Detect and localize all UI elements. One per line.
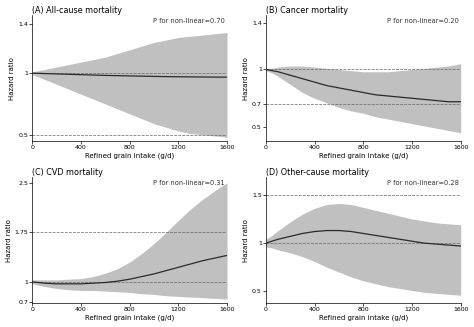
Y-axis label: Hazard ratio: Hazard ratio	[243, 57, 249, 99]
X-axis label: Refined grain intake (g/d): Refined grain intake (g/d)	[319, 153, 408, 159]
Text: (D) Other-cause mortality: (D) Other-cause mortality	[266, 168, 369, 177]
Text: (B) Cancer mortality: (B) Cancer mortality	[266, 6, 348, 15]
Text: P for non-linear=0.70: P for non-linear=0.70	[153, 18, 225, 24]
X-axis label: Refined grain intake (g/d): Refined grain intake (g/d)	[85, 153, 174, 159]
X-axis label: Refined grain intake (g/d): Refined grain intake (g/d)	[319, 315, 408, 321]
Y-axis label: Hazard ratio: Hazard ratio	[243, 219, 249, 262]
Text: (C) CVD mortality: (C) CVD mortality	[32, 168, 103, 177]
Text: P for non-linear=0.20: P for non-linear=0.20	[387, 18, 459, 24]
Text: (A) All-cause mortality: (A) All-cause mortality	[32, 6, 122, 15]
Y-axis label: Hazard ratio: Hazard ratio	[9, 57, 16, 99]
X-axis label: Refined grain intake (g/d): Refined grain intake (g/d)	[85, 315, 174, 321]
Text: P for non-linear=0.28: P for non-linear=0.28	[387, 180, 459, 186]
Y-axis label: Hazard ratio: Hazard ratio	[6, 219, 11, 262]
Text: P for non-linear=0.31: P for non-linear=0.31	[154, 180, 225, 186]
